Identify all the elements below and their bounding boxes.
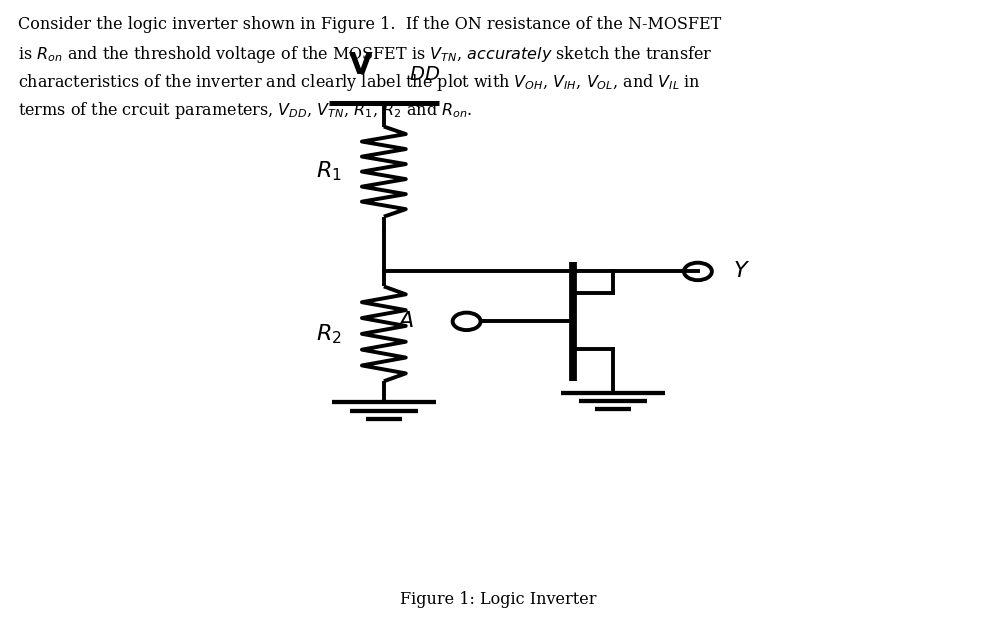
Text: characteristics of the inverter and clearly label the plot with $V_{OH}$, $V_{IH: characteristics of the inverter and clea… <box>18 72 701 93</box>
Text: $\mathit{A}$: $\mathit{A}$ <box>397 310 414 333</box>
Text: terms of the crcuit parameters, $V_{DD}$, $V_{TN}$, $R_1$, $R_2$ and $R_{on}$.: terms of the crcuit parameters, $V_{DD}$… <box>18 100 473 121</box>
Text: $\mathit{R}_1$: $\mathit{R}_1$ <box>316 160 342 183</box>
Text: $\mathit{Y}$: $\mathit{Y}$ <box>733 260 750 283</box>
Text: $\mathbf{V}$: $\mathbf{V}$ <box>348 50 374 81</box>
Text: Figure 1: Logic Inverter: Figure 1: Logic Inverter <box>400 592 597 608</box>
Text: $\mathit{R}_2$: $\mathit{R}_2$ <box>316 322 342 346</box>
Text: $\mathbf{{\it DD}}$: $\mathbf{{\it DD}}$ <box>409 66 440 84</box>
Text: is $R_{on}$ and the threshold voltage of the MOSFET is $V_{TN}$, $\it{accurately: is $R_{on}$ and the threshold voltage of… <box>18 44 712 65</box>
Text: Consider the logic inverter shown in Figure 1.  If the ON resistance of the N-MO: Consider the logic inverter shown in Fig… <box>18 16 721 32</box>
